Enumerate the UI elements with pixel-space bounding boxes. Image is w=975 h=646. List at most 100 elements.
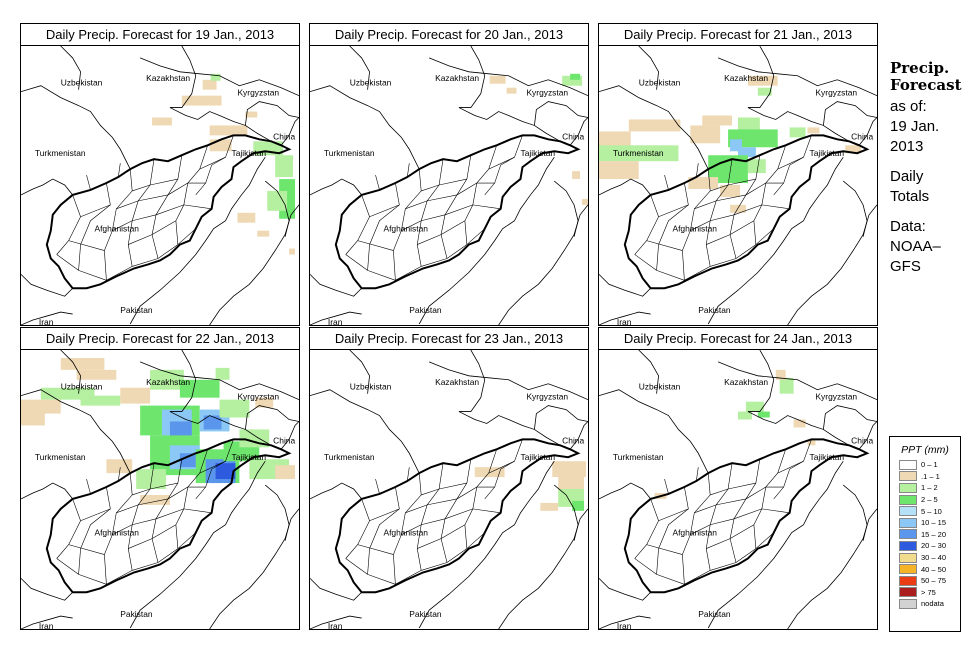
country-border (599, 482, 651, 500)
province-border (80, 508, 111, 522)
map-label-tajikistan: Tajikistan (809, 452, 844, 462)
country-border (244, 405, 299, 430)
map-label-china: China (273, 131, 295, 141)
country-border (280, 117, 299, 146)
country-border (599, 178, 651, 196)
panel-title: Daily Precip. Forecast for 24 Jan., 2013 (599, 328, 877, 350)
forecast-panel: Daily Precip. Forecast for 24 Jan., 2013… (598, 327, 878, 630)
map-label-india: India (835, 627, 854, 629)
legend-label: 30 – 40 (921, 553, 947, 563)
legend-swatch (899, 564, 917, 575)
precip-cell (807, 127, 820, 134)
province-border (150, 178, 178, 186)
province-border (761, 204, 790, 210)
legend-item: 1 – 2 (899, 482, 960, 494)
precip-cell (757, 411, 770, 418)
province-border (444, 508, 473, 520)
province-border (56, 254, 79, 271)
province-border (634, 194, 659, 255)
legend-swatch (899, 575, 917, 586)
province-border (78, 182, 111, 271)
legend-swatch (899, 552, 917, 563)
legend-swatch (899, 540, 917, 551)
map-label-turkmenistan: Turkmenistan (613, 148, 664, 158)
precip-cell (720, 185, 740, 197)
precip-cell (738, 147, 756, 158)
province-border (472, 508, 501, 514)
province-border (656, 182, 689, 271)
country-border (458, 107, 561, 142)
map-label-kyrgyzstan: Kyrgyzstan (815, 392, 857, 402)
province-border (151, 459, 183, 563)
data-line-2: NOAA– (890, 238, 941, 255)
precip-cell (628, 119, 681, 132)
country-border (310, 389, 420, 474)
province-border (729, 155, 761, 259)
country-border (310, 578, 362, 601)
province-border (773, 439, 812, 500)
province-border (199, 156, 226, 170)
province-border (705, 463, 733, 571)
precip-cell (209, 139, 232, 152)
legend-item: 0 – 1 (899, 459, 960, 471)
daily-line-2: Totals (890, 188, 930, 205)
province-border (104, 169, 133, 281)
precip-cell (255, 397, 274, 408)
asof-line-3: 2013 (890, 138, 924, 155)
legend-item: 20 – 30 (899, 540, 960, 552)
province-border (440, 155, 472, 259)
province-border (427, 194, 458, 202)
province-border (696, 163, 699, 178)
country-border (747, 350, 775, 412)
province-border (86, 478, 91, 495)
province-border (664, 478, 669, 495)
country-border (822, 101, 877, 126)
country-border (822, 405, 877, 430)
map-label-kazakhstan: Kazakhstan (435, 73, 479, 83)
map-label-uzbekistan: Uzbekistan (350, 382, 392, 392)
province-border (167, 182, 188, 196)
province-border (345, 498, 370, 559)
country-border (787, 204, 877, 325)
map-label-kazakhstan: Kazakhstan (724, 377, 768, 387)
precip-cell (489, 75, 506, 84)
country-border (717, 361, 877, 401)
province-border (735, 548, 757, 563)
province-border (710, 258, 737, 267)
precip-cell (558, 475, 585, 491)
precip-cell (181, 95, 222, 106)
country-border (21, 85, 131, 170)
daily-line-1: Daily (890, 168, 924, 185)
country-border (428, 57, 588, 97)
country-border (707, 460, 844, 629)
map-label-afghanistan: Afghanistan (383, 224, 428, 234)
precip-cell (747, 159, 766, 174)
province-border (658, 508, 689, 522)
map-label-pakistan: Pakistan (698, 305, 731, 315)
province-border (118, 467, 121, 482)
precip-cell (21, 409, 45, 426)
precip-cell (219, 399, 250, 418)
map-label-pakistan: Pakistan (120, 609, 153, 619)
legend-swatch (899, 471, 917, 482)
asof-line-2: 19 Jan. (890, 118, 940, 135)
map-label-turkmenistan: Turkmenistan (35, 148, 86, 158)
country-border (280, 421, 299, 450)
province-border (421, 518, 446, 526)
province-border (106, 570, 133, 585)
country-border (842, 484, 868, 541)
province-border (472, 204, 501, 210)
province-border (690, 524, 711, 535)
precip-cell (757, 87, 772, 96)
country-border (310, 482, 362, 500)
province-border (710, 488, 729, 496)
map-label-china: China (851, 131, 873, 141)
precip-cell (60, 357, 105, 370)
precip-cell (140, 494, 170, 505)
precip-cell (789, 127, 806, 138)
province-border (112, 524, 133, 535)
map-label-iran: Iran (328, 317, 343, 325)
precip-cell (237, 212, 256, 223)
province-border (195, 439, 234, 500)
province-border (729, 524, 755, 539)
